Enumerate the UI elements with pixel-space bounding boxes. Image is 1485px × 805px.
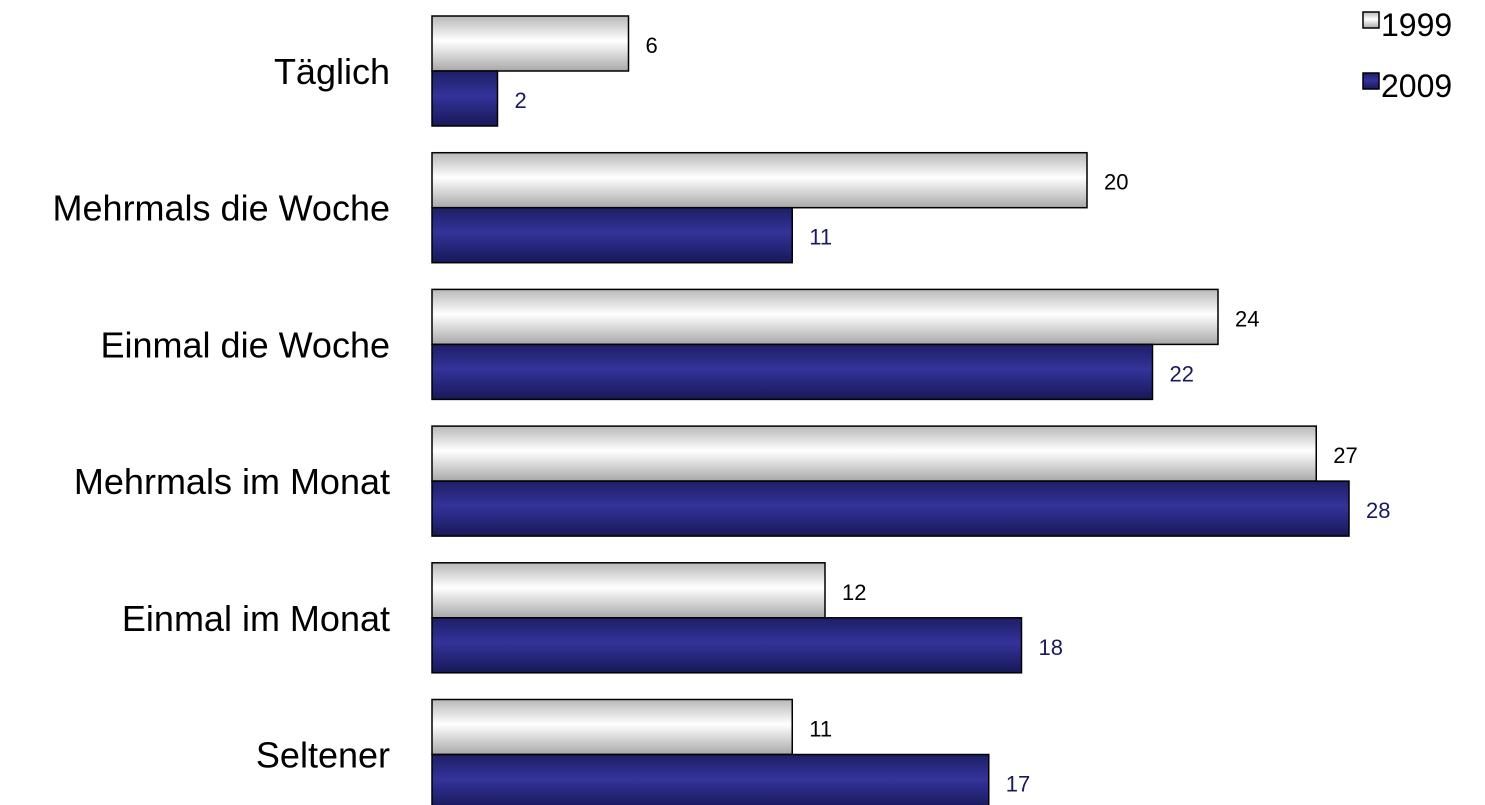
- legend-swatch-2009: [1362, 72, 1380, 90]
- legend-swatch-1999: [1362, 11, 1380, 29]
- value-label: 2: [515, 88, 527, 113]
- value-label: 27: [1333, 443, 1357, 468]
- category-label: Mehrmals im Monat: [74, 461, 390, 502]
- bar-2009-3: [431, 480, 1350, 537]
- bar-1999-4: [431, 562, 826, 619]
- value-label: 22: [1170, 361, 1194, 386]
- value-label: 12: [842, 580, 866, 605]
- bar-2009-2: [431, 343, 1154, 401]
- category-label: Täglich: [274, 51, 390, 92]
- legend: 1999 2009: [1362, 7, 1452, 104]
- bar-1999-3: [431, 425, 1317, 482]
- legend-label-2009: 2009: [1381, 68, 1452, 104]
- legend-label-1999: 1999: [1381, 7, 1452, 43]
- bar-2009-0: [431, 70, 499, 127]
- bar-2009-1: [431, 206, 793, 264]
- value-label: 20: [1104, 170, 1128, 195]
- value-label: 17: [1006, 772, 1030, 797]
- bar-1999-0: [431, 15, 630, 72]
- category-label: Einmal im Monat: [122, 598, 390, 639]
- bar-1999-2: [431, 288, 1219, 346]
- bar-1999-1: [431, 151, 1088, 209]
- category-label: Einmal die Woche: [101, 324, 390, 365]
- category-label: Mehrmals die Woche: [53, 188, 390, 229]
- value-label: 24: [1235, 306, 1259, 331]
- bars-layer: [431, 15, 1350, 805]
- bar-2009-4: [431, 617, 1023, 674]
- value-label: 6: [646, 33, 658, 58]
- bar-1999-5: [431, 698, 793, 756]
- value-label: 11: [809, 225, 832, 250]
- value-label: 11: [809, 717, 832, 742]
- labels-layer: Täglich 6 2 Mehrmals die Woche 20 11 Einmal di…: [53, 33, 1391, 797]
- value-label: 18: [1039, 635, 1063, 660]
- value-label: 28: [1366, 498, 1390, 523]
- bar-2009-5: [431, 753, 990, 805]
- category-label: Seltener: [256, 735, 390, 776]
